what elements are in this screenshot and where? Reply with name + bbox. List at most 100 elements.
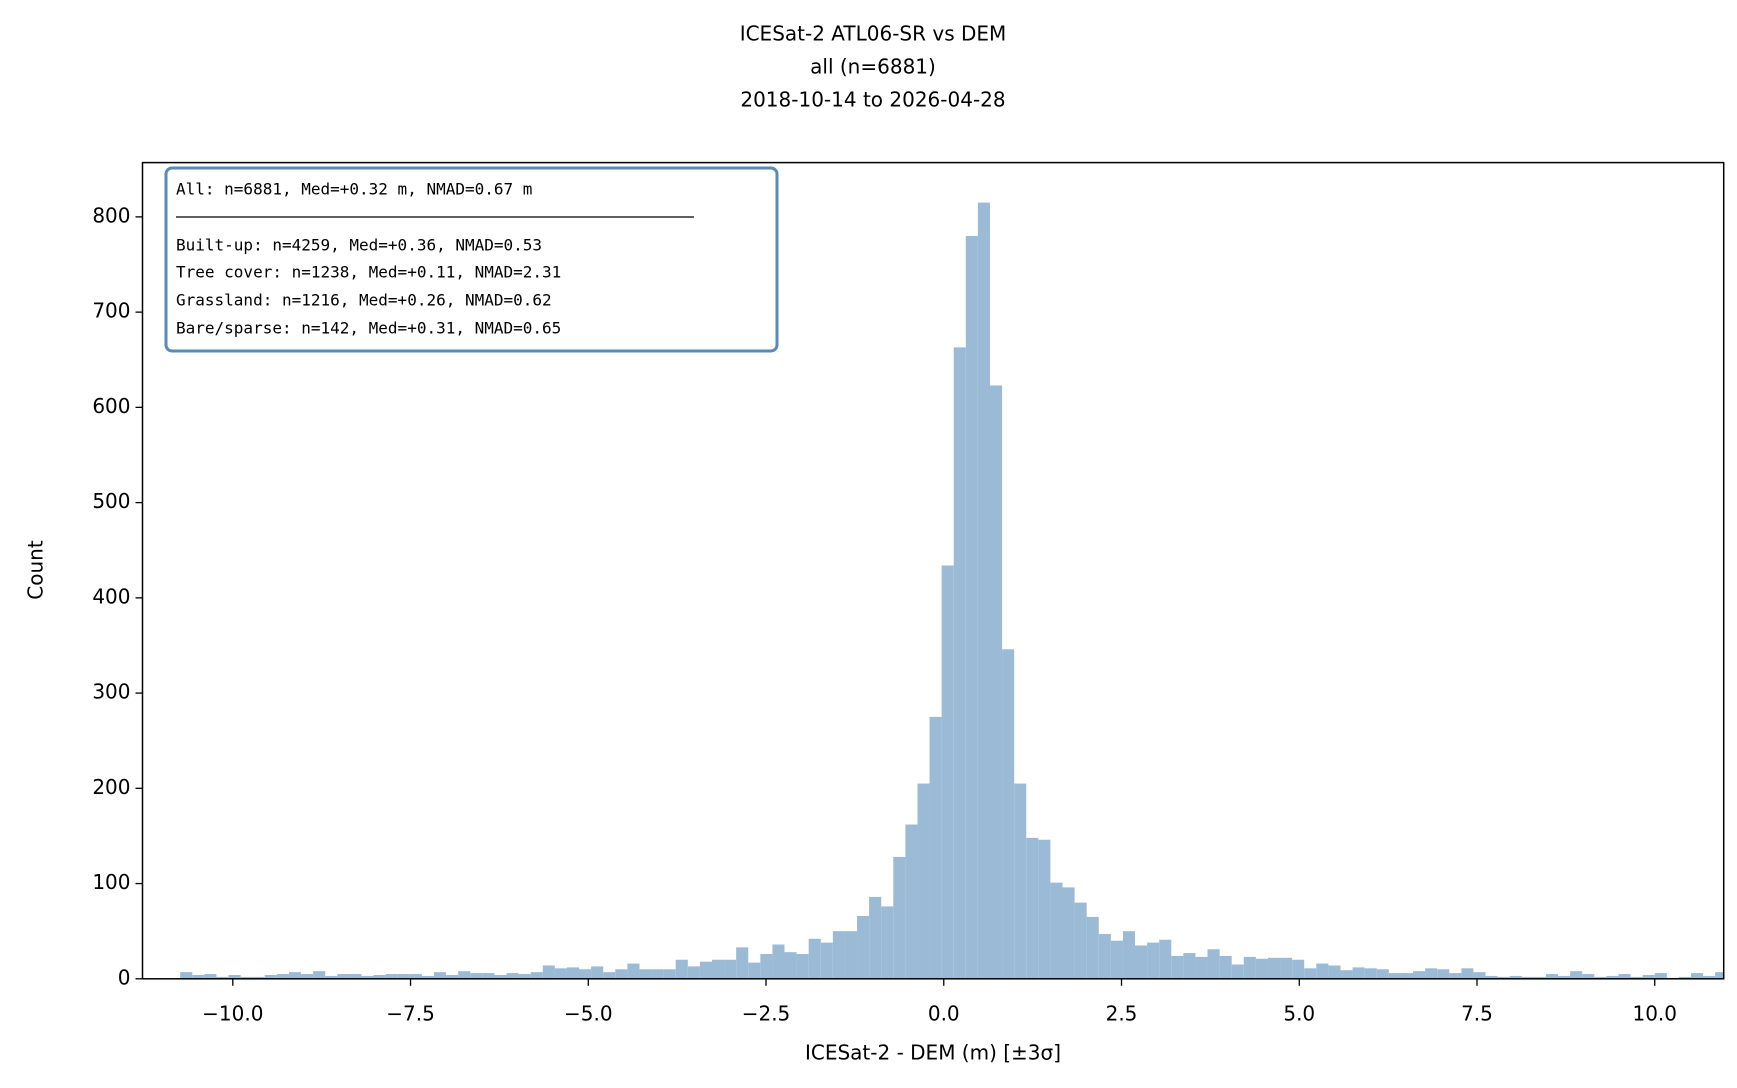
bar xyxy=(1413,971,1426,979)
bar xyxy=(1497,976,1510,979)
y-tick-label: 200 xyxy=(92,775,130,799)
bar xyxy=(627,963,640,979)
chart-subtitle: 2018-10-14 to 2026-04-28 xyxy=(740,88,1005,112)
bar xyxy=(1231,964,1244,979)
bar xyxy=(1316,963,1329,979)
bar xyxy=(1594,976,1607,979)
bar xyxy=(1582,974,1595,979)
bar xyxy=(965,235,978,979)
bar xyxy=(1461,968,1474,979)
bar xyxy=(1630,976,1643,979)
bar xyxy=(1570,971,1583,979)
bar xyxy=(349,974,362,979)
bar xyxy=(385,974,398,979)
annotation-header: All: n=6881, Med=+0.32 m, NMAD=0.67 m xyxy=(176,180,532,199)
bar xyxy=(482,973,495,979)
bar xyxy=(1618,974,1631,979)
axes-frame xyxy=(141,161,1725,980)
x-tick-label: 10.0 xyxy=(1632,1001,1677,1025)
bar xyxy=(1654,973,1667,979)
chart-title: ICESat-2 ATL06-SR vs DEM xyxy=(740,22,1007,46)
bar xyxy=(844,931,858,979)
chart-subtitle: all (n=6881) xyxy=(810,55,936,79)
x-tick-label: −7.5 xyxy=(386,1001,435,1025)
bar xyxy=(917,783,930,979)
y-tick-label: 0 xyxy=(118,965,131,989)
x-tick-label: −2.5 xyxy=(742,1001,791,1025)
bar xyxy=(1352,967,1365,979)
bar xyxy=(1437,969,1450,979)
x-tick-label: −5.0 xyxy=(564,1001,613,1025)
bar xyxy=(506,973,519,979)
y-tick-label: 600 xyxy=(92,394,130,418)
bar xyxy=(989,385,1003,979)
bar xyxy=(470,973,483,979)
bar xyxy=(530,972,543,979)
bar xyxy=(1703,975,1716,979)
bar xyxy=(905,824,918,979)
annotation-line: Built-up: n=4259, Med=+0.36, NMAD=0.53 xyxy=(176,236,542,255)
bar xyxy=(591,966,604,979)
bar xyxy=(1340,970,1353,979)
bar xyxy=(820,942,833,979)
bar xyxy=(929,716,942,979)
bar xyxy=(1255,958,1268,979)
bar xyxy=(639,969,652,979)
bar xyxy=(361,975,374,979)
y-tick-label: 400 xyxy=(92,584,130,608)
bar xyxy=(494,974,507,979)
bar xyxy=(893,856,906,979)
bar xyxy=(566,967,580,979)
bar xyxy=(579,969,592,979)
bar xyxy=(1243,956,1256,979)
bar xyxy=(1074,902,1087,979)
bar xyxy=(1207,949,1220,979)
bar xyxy=(687,966,700,979)
bar xyxy=(240,976,253,979)
bar xyxy=(1195,956,1208,979)
bar xyxy=(288,972,302,979)
bar xyxy=(1183,953,1196,979)
bar xyxy=(518,974,531,979)
bar xyxy=(796,954,809,979)
bar xyxy=(446,974,459,979)
bar xyxy=(1062,887,1075,979)
bar xyxy=(1449,973,1462,979)
bar xyxy=(1558,975,1571,979)
bars xyxy=(180,202,1724,979)
bar xyxy=(1509,975,1522,979)
bar xyxy=(1038,839,1051,979)
bar xyxy=(663,969,676,979)
bar xyxy=(857,915,870,979)
bar xyxy=(409,974,422,979)
bar xyxy=(832,931,845,979)
bar xyxy=(204,974,217,979)
bar xyxy=(615,969,628,979)
annotation-frame xyxy=(164,166,779,353)
bar xyxy=(724,959,737,979)
bar xyxy=(228,974,241,979)
bar xyxy=(1606,975,1619,979)
bar xyxy=(784,952,797,979)
bar xyxy=(1026,837,1039,979)
bar xyxy=(881,906,894,979)
bar xyxy=(1328,965,1341,979)
bar xyxy=(869,896,882,979)
bar xyxy=(1280,957,1293,979)
y-axis-label: Count xyxy=(24,540,48,600)
bar xyxy=(1642,974,1655,979)
bar xyxy=(1098,934,1111,979)
x-tick-label: −10.0 xyxy=(202,1001,263,1025)
bar xyxy=(1533,976,1546,979)
bar xyxy=(1473,972,1486,979)
bar xyxy=(651,969,664,979)
bar xyxy=(711,959,725,979)
bar xyxy=(1110,940,1123,979)
bar xyxy=(458,971,471,979)
bar xyxy=(1521,976,1534,979)
bar xyxy=(554,968,567,979)
bar xyxy=(1376,969,1389,979)
bar xyxy=(264,974,277,979)
bar xyxy=(1678,976,1691,979)
